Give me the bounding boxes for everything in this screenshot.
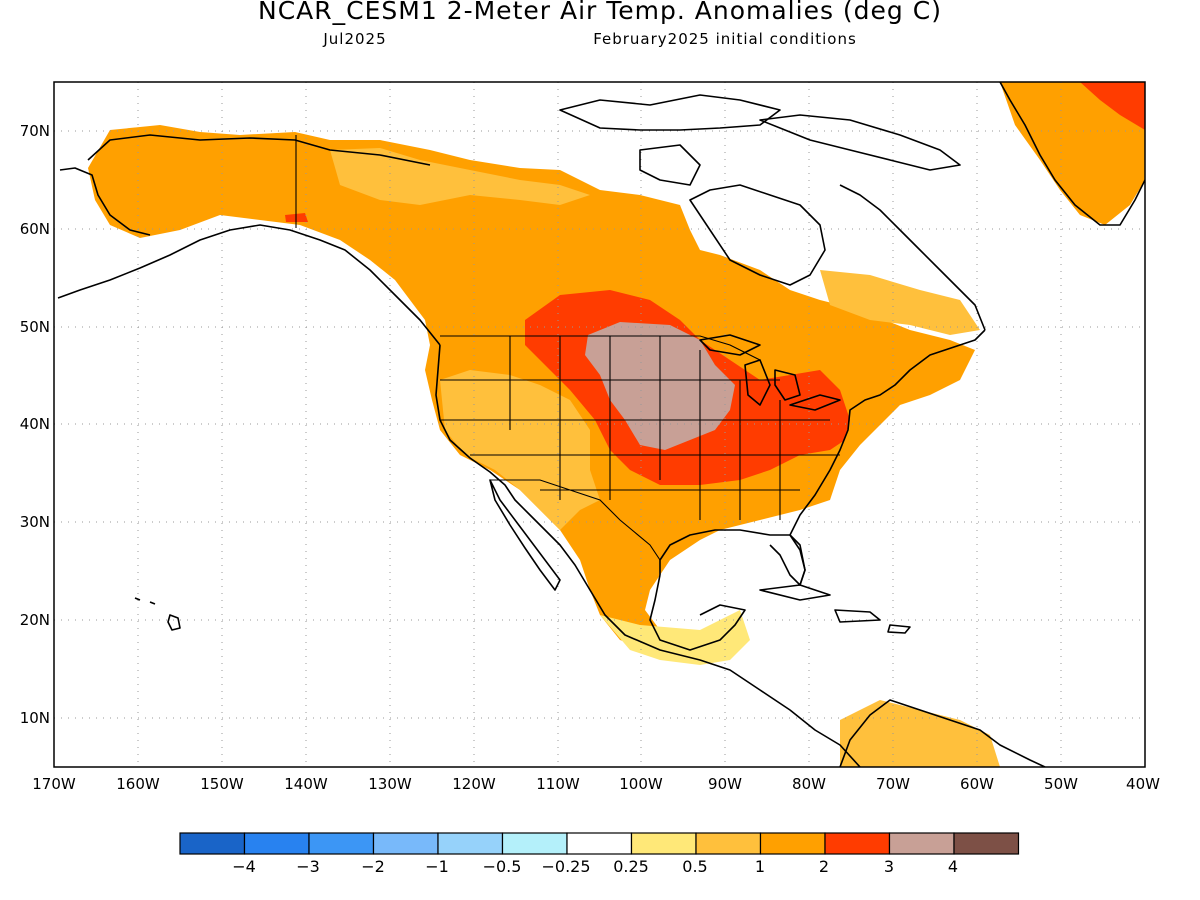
colorbar-label: −2 xyxy=(361,857,385,876)
colorbar-label: 1 xyxy=(754,857,766,876)
colorbar-label: −0.25 xyxy=(541,857,591,876)
lon-label-130w: 130W xyxy=(368,775,412,793)
anomaly-region-hudson-bay xyxy=(690,190,830,275)
colorbar-swatch xyxy=(243,832,310,855)
colorbar-swatch xyxy=(372,832,439,855)
colorbar-swatch xyxy=(308,832,375,855)
political-borders xyxy=(295,135,840,561)
lon-label-160w: 160W xyxy=(116,775,160,793)
initial-conditions: February2025 initial conditions xyxy=(593,30,857,48)
map-title: NCAR_CESM1 2-Meter Air Temp. Anomalies (… xyxy=(258,0,942,25)
colorbar-label: −0.5 xyxy=(482,857,522,876)
lon-label-60w: 60W xyxy=(960,775,994,793)
anomaly-region-north-light xyxy=(330,148,590,205)
colorbar-swatch xyxy=(953,832,1020,855)
colorbar-label: 0.5 xyxy=(682,857,708,876)
colorbar-label: −4 xyxy=(232,857,256,876)
lon-label-110w: 110W xyxy=(536,775,580,793)
lat-label-30n: 30N xyxy=(19,513,50,531)
colorbar-swatch xyxy=(695,832,762,855)
lon-label-80w: 80W xyxy=(792,775,826,793)
lon-label-170w: 170W xyxy=(32,775,76,793)
colorbar-swatch xyxy=(437,832,504,855)
lat-label-70n: 70N xyxy=(19,122,50,140)
lat-label-20n: 20N xyxy=(19,611,50,629)
lon-label-140w: 140W xyxy=(284,775,328,793)
colorbar-label: −3 xyxy=(296,857,320,876)
colorbar-label: 3 xyxy=(883,857,895,876)
colorbar-swatch xyxy=(501,832,568,855)
forecast-month: Jul2025 xyxy=(323,30,387,48)
colorbar-swatch xyxy=(179,832,246,855)
lon-label-100w: 100W xyxy=(619,775,663,793)
colorbar-label: 2 xyxy=(818,857,830,876)
map-content xyxy=(54,82,1145,767)
colorbar-swatch xyxy=(759,832,826,855)
lon-label-120w: 120W xyxy=(452,775,496,793)
coastlines xyxy=(57,82,1145,767)
colorbar-label: −1 xyxy=(425,857,449,876)
colorbar xyxy=(179,832,1020,855)
anomaly-region-arctic xyxy=(420,82,1000,160)
lon-label-70w: 70W xyxy=(876,775,910,793)
colorbar-swatch xyxy=(630,832,697,855)
anomaly-region-greenland-max xyxy=(1080,82,1145,130)
colorbar-label: 0.25 xyxy=(613,857,649,876)
map-border xyxy=(53,81,1146,768)
colorbar-swatch xyxy=(888,832,955,855)
lon-label-40w: 40W xyxy=(1126,775,1160,793)
anomaly-region-central-america xyxy=(600,610,750,665)
colorbar-swatch xyxy=(824,832,891,855)
anomaly-region-east-canada-light xyxy=(820,270,980,335)
lat-label-60n: 60N xyxy=(19,220,50,238)
colorbar-swatch xyxy=(566,832,633,855)
lat-label-40n: 40N xyxy=(19,415,50,433)
lat-label-50n: 50N xyxy=(19,318,50,336)
colorbar-label: 4 xyxy=(947,857,959,876)
lat-label-10n: 10N xyxy=(19,709,50,727)
anomaly-region-greenland xyxy=(1000,82,1145,225)
lon-label-90w: 90W xyxy=(708,775,742,793)
anomaly-region-south-america xyxy=(840,700,1000,767)
lon-label-50w: 50W xyxy=(1044,775,1078,793)
lon-label-150w: 150W xyxy=(200,775,244,793)
